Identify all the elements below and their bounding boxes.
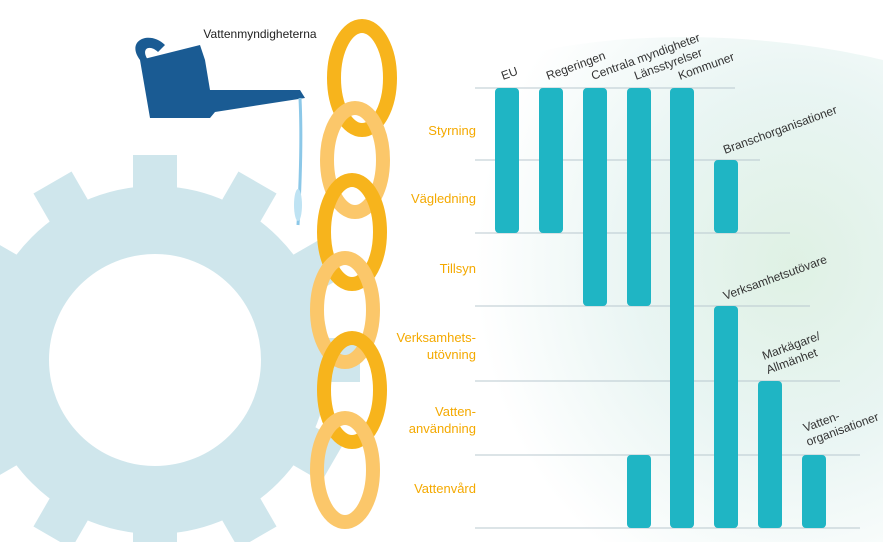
row-label: användning [409,421,476,436]
bar [714,306,738,528]
bar [714,160,738,233]
row-label: Vatten- [435,404,476,419]
bar [670,88,694,528]
bar [539,88,563,233]
row-label: Verksamhets- [397,330,476,345]
source-label: Vattenmyndigheterna [203,27,317,41]
bar [802,455,826,528]
row-label: Vattenvård [414,481,476,496]
bar [627,88,651,306]
diagram: Vattenmyndigheterna Styrning Vägledning … [0,0,883,542]
bar [627,455,651,528]
bar [758,381,782,528]
row-label: Vägledning [411,191,476,206]
row-label: utövning [427,347,476,362]
row-label: Styrning [428,123,476,138]
bar [495,88,519,233]
row-label: Tillsyn [440,261,476,276]
bar [583,88,607,306]
